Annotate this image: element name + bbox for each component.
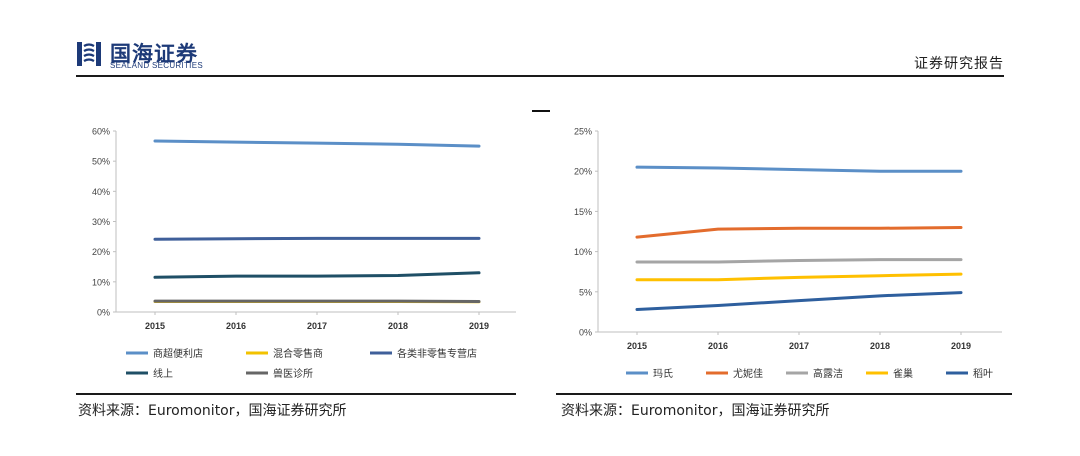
legend-item: 雀巢 <box>866 367 913 380</box>
y-tick-label: 30% <box>92 217 110 227</box>
sealand-logo-icon <box>77 42 101 66</box>
x-tick-label: 2017 <box>307 321 327 331</box>
legend-label: 高露洁 <box>813 367 843 380</box>
y-tick-label: 0% <box>97 308 110 318</box>
report-type-label: 证券研究报告 <box>914 56 1004 72</box>
legend-label: 雀巢 <box>893 367 913 380</box>
series-line-1 <box>635 165 963 173</box>
series-line-3 <box>153 236 481 241</box>
y-tick-label: 25% <box>574 127 592 137</box>
legend-item: 商超便利店 <box>126 347 203 360</box>
chart-left: 0% 10% 20% 30% 40% 50% 60% 2015 2016 2017 2018 2019… <box>74 118 524 388</box>
x-tick-label: 2015 <box>145 321 165 331</box>
series-line-3 <box>635 258 963 264</box>
report-header: 国海证券 SEALAND SECURITIES 证券研究报告 <box>0 0 1080 80</box>
y-tick-label: 20% <box>92 247 110 257</box>
legend-label: 尤妮佳 <box>733 367 763 380</box>
series-line-5 <box>635 291 963 311</box>
x-tick-label: 2018 <box>388 321 408 331</box>
legend-item: 线上 <box>126 367 173 380</box>
legend-label: 稻叶 <box>973 368 993 380</box>
source-divider-left <box>76 393 516 395</box>
legend-item: 兽医诊所 <box>246 367 313 380</box>
x-tick-label: 2019 <box>469 321 489 331</box>
legend-label: 玛氏 <box>653 368 673 380</box>
y-tick-label: 10% <box>92 277 110 287</box>
y-tick-label: 10% <box>574 247 592 257</box>
header-divider <box>76 75 1004 77</box>
source-note-left: 资料来源：Euromonitor，国海证券研究所 <box>78 403 347 419</box>
series-line-4 <box>635 272 963 282</box>
y-tick-label: 20% <box>574 167 592 177</box>
legend-item: 稻叶 <box>946 368 993 380</box>
chart-left-plot: 0% 10% 20% 30% 40% 50% 60% 2015 2016 2017 2018 2019… <box>92 127 516 380</box>
y-tick-label: 5% <box>579 287 592 297</box>
x-tick-label: 2016 <box>226 321 246 331</box>
y-tick-label: 0% <box>579 328 592 338</box>
series-line-2 <box>635 225 963 239</box>
series-line-1 <box>153 139 481 148</box>
legend-label: 商超便利店 <box>153 347 203 360</box>
legend-item: 尤妮佳 <box>706 367 763 380</box>
chart-right-plot: 0% 5% 10% 15% 20% 25% 2015 2016 2017 2018 2019 玛氏 尤妮… <box>574 127 1002 380</box>
x-tick-label: 2017 <box>789 341 809 351</box>
legend-item: 混合零售商 <box>246 347 323 360</box>
source-divider-right <box>556 393 1012 395</box>
y-tick-label: 15% <box>574 207 592 217</box>
source-note-right: 资料来源：Euromonitor，国海证券研究所 <box>561 403 830 419</box>
legend-label: 线上 <box>153 367 173 380</box>
y-tick-label: 60% <box>92 127 110 137</box>
chart-right: 0% 5% 10% 15% 20% 25% 2015 2016 2017 2018 2019 玛氏 尤妮… <box>556 118 1006 388</box>
legend-label: 混合零售商 <box>273 347 323 360</box>
legend-item: 各类非零售专营店 <box>370 347 477 360</box>
y-tick-label: 40% <box>92 187 110 197</box>
x-tick-label: 2015 <box>627 341 647 351</box>
x-tick-label: 2019 <box>951 341 971 351</box>
series-line-4 <box>153 271 481 279</box>
legend-item: 玛氏 <box>626 368 673 380</box>
logo-english-name: SEALAND SECURITIES <box>110 61 203 70</box>
logo-chinese-name: 国海证券 <box>110 42 198 66</box>
legend-item: 高露洁 <box>786 367 843 380</box>
legend-label: 兽医诊所 <box>273 367 313 380</box>
legend-label: 各类非零售专营店 <box>397 347 477 360</box>
title-dash <box>532 110 550 112</box>
x-tick-label: 2018 <box>870 341 890 351</box>
x-tick-label: 2016 <box>708 341 728 351</box>
y-tick-label: 50% <box>92 157 110 167</box>
